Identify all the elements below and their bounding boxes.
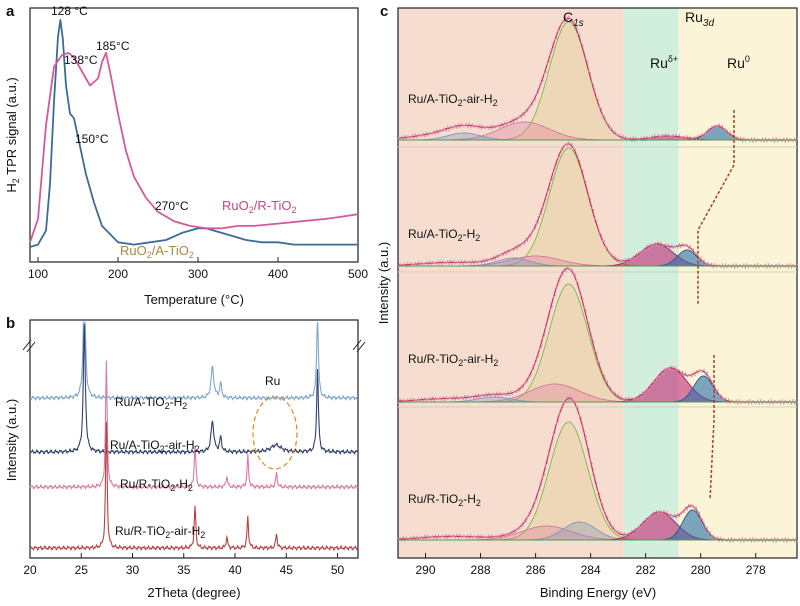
annotation-ru: Ru [265, 374, 280, 388]
tick-label-c-290: 290 [416, 563, 436, 577]
series-a-1 [29, 51, 359, 243]
series-a-0 [29, 19, 358, 248]
tick-label-b-20: 20 [23, 563, 37, 577]
label-ru-r-tio2-h2: Ru/R-TiO2-H2 [120, 477, 193, 493]
panel-label-a: a [6, 3, 15, 20]
panel-b: b 20 25 30 35 40 45 50 2Theta (degree) Intensi… [4, 315, 366, 600]
tick-label-a-500: 500 [348, 267, 368, 281]
tick-label-c-284: 284 [581, 563, 601, 577]
panel-c: c 290 288 286 284 282 280 278 Binding Energy (… [376, 3, 799, 600]
panel-c-ylabel: Intensity (a.u.) [376, 242, 391, 324]
label-ru-r-tio2-air-h2: Ru/R-TiO2-air-H2 [115, 524, 205, 540]
axis-break-marks [22, 339, 366, 353]
region-2 [678, 8, 797, 558]
panel-b-xlabel: 2Theta (degree) [147, 585, 240, 600]
label-c-ru-r-air: Ru/R-TiO2-air-H2 [408, 352, 498, 368]
panel-a-ylabel: H2 TPR signal (a.u.) [4, 77, 21, 192]
tick-label-c-282: 282 [636, 563, 656, 577]
label-c-ru-a-air: Ru/A-TiO2-air-H2 [408, 92, 498, 108]
header-ru0: Ru0 [727, 54, 750, 71]
annotation-138: 138°C [64, 53, 98, 67]
annotation-128: 128 °C [51, 4, 88, 18]
tick-label-b-45: 45 [280, 563, 294, 577]
tick-label-c-280: 280 [691, 563, 711, 577]
panel-b-frame [29, 319, 359, 559]
header-c1s: C1s [563, 9, 584, 29]
series-b-1 [29, 324, 359, 456]
tick-label-b-50: 50 [331, 563, 345, 577]
panel-a-x-ticks: 100 200 300 400 500 [28, 257, 368, 281]
tick-label-c-288: 288 [471, 563, 491, 577]
annotation-150: 150°C [75, 132, 109, 146]
tick-label-a-100: 100 [28, 267, 48, 281]
header-ru3d: Ru3d [685, 9, 714, 29]
tick-label-a-200: 200 [108, 267, 128, 281]
label-c-ru-a-h2: Ru/A-TiO2-H2 [408, 227, 480, 243]
tick-label-b-35: 35 [177, 563, 191, 577]
panel-b-ylabel: Intensity (a.u.) [4, 399, 19, 481]
raw-data-points [398, 15, 799, 143]
label-ru-a-tio2-h2: Ru/A-TiO2-H2 [115, 395, 187, 411]
shift-guide-bottom [709, 355, 715, 501]
peak-shift-guide [697, 110, 735, 501]
panel-a-series [29, 19, 359, 248]
tick-label-a-300: 300 [188, 267, 208, 281]
spectrum-2 [398, 266, 799, 408]
panel-a-frame [29, 7, 359, 263]
header-ru-delta: Ruδ+ [650, 54, 678, 71]
panel-a-xlabel: Temperature (°C) [144, 292, 244, 307]
spectrum-3 [398, 396, 799, 543]
panel-label-b: b [6, 315, 15, 332]
spectrum-0 [397, 15, 799, 148]
panel-c-spectra [397, 15, 799, 543]
tick-label-b-40: 40 [228, 563, 242, 577]
series-b-0 [29, 321, 359, 402]
annotation-270: 270°C [155, 199, 189, 213]
label-ru-a-tio2-air-h2: Ru/A-TiO2-air-H2 [110, 438, 200, 454]
tick-label-b-25: 25 [75, 563, 89, 577]
panel-c-regions [398, 8, 797, 558]
panel-a: a 100 200 300 400 500 Temperature (°C) H2 TP… [4, 3, 368, 307]
shift-guide-top [697, 110, 735, 305]
annotation-185: 185°C [96, 39, 130, 53]
panel-b-series [29, 321, 359, 552]
tick-label-c-278: 278 [746, 563, 766, 577]
legend-ruo2-r-tio2: RuO2/R-TiO2 [222, 198, 297, 215]
tick-label-a-400: 400 [268, 267, 288, 281]
region-1 [623, 8, 679, 558]
ru-highlight-ellipse [252, 396, 298, 470]
legend-ruo2-a-tio2: RuO2/A-TiO2 [120, 243, 194, 260]
label-c-ru-r-h2: Ru/R-TiO2-H2 [408, 492, 481, 508]
series-b-2 [29, 360, 359, 491]
panel-b-x-ticks: 20 25 30 35 40 45 50 [23, 553, 344, 577]
panel-label-c: c [380, 3, 388, 20]
panel-c-x-ticks: 290 288 286 284 282 280 278 [416, 553, 766, 577]
panel-c-frame [397, 7, 798, 559]
tick-label-b-30: 30 [126, 563, 140, 577]
raw-data-points [398, 396, 799, 543]
series-b-3 [29, 421, 359, 552]
tick-label-c-286: 286 [526, 563, 546, 577]
panel-c-xlabel: Binding Energy (eV) [540, 585, 656, 600]
